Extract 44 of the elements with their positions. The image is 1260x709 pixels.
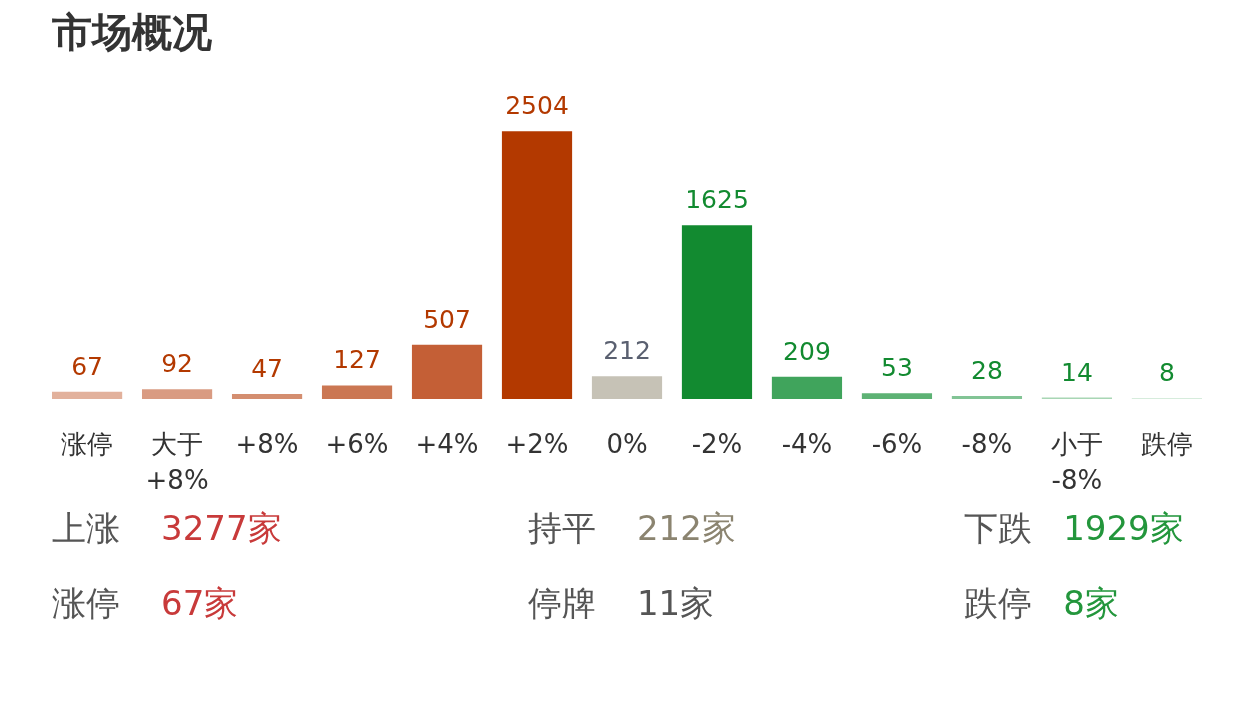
text: 下跌 1929家	[964, 508, 1184, 548]
bar	[861, 393, 933, 399]
x-tick-label: 跌停	[1140, 428, 1193, 459]
x-tick-label: +4%	[415, 428, 479, 459]
x-tick-label: -8%	[961, 428, 1013, 459]
text: 涨停 67家	[52, 583, 239, 623]
x-tick-label: 小于 -8%	[1050, 428, 1103, 495]
data-label: 92	[161, 349, 193, 379]
text: 上涨 3277家	[52, 508, 282, 548]
data-label: 507	[423, 304, 471, 334]
text: 持平 212家	[527, 508, 736, 548]
text: 停牌 11家	[527, 583, 715, 623]
data-label: 2504	[505, 91, 569, 121]
text: 跌停 8家	[964, 583, 1119, 623]
x-tick-label: -4%	[781, 428, 833, 459]
x-tick-label: +6%	[325, 428, 389, 459]
bar	[141, 389, 213, 399]
bar	[501, 131, 573, 399]
data-label: 47	[251, 353, 283, 383]
bar	[681, 225, 753, 399]
bar	[951, 396, 1023, 399]
data-label: 212	[603, 336, 651, 366]
chart-title: 市场概况	[51, 9, 212, 56]
data-label: 209	[783, 336, 831, 366]
x-tick-label: -2%	[691, 428, 743, 459]
x-tick-label: 大于 +8%	[145, 428, 209, 495]
x-tick-label: 0%	[606, 428, 648, 459]
bar	[411, 344, 483, 399]
x-tick-label: 涨停	[61, 428, 114, 459]
x-tick-label: -6%	[871, 428, 923, 459]
data-label: 1625	[685, 185, 749, 215]
bar	[52, 391, 123, 399]
bar	[591, 376, 663, 399]
x-tick-label: +2%	[505, 428, 569, 459]
bar	[231, 393, 303, 399]
bar	[321, 385, 393, 399]
bar	[771, 376, 843, 399]
data-label: 28	[971, 356, 1003, 385]
data-label: 127	[333, 345, 381, 375]
data-label: 67	[71, 351, 103, 381]
data-label: 14	[1061, 357, 1093, 387]
x-tick-label: +8%	[235, 428, 299, 459]
data-label: 8	[1158, 358, 1175, 388]
data-label: 53	[881, 353, 913, 383]
